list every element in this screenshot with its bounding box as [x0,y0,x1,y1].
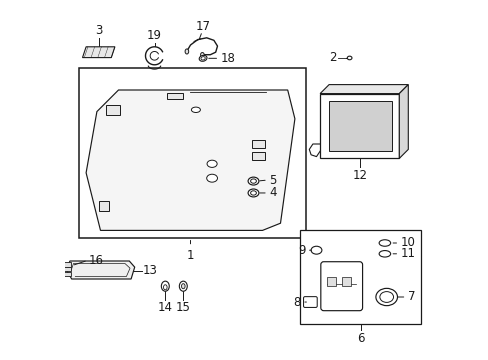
Bar [300,230,420,324]
Ellipse shape [247,189,258,197]
Text: 14: 14 [158,301,172,314]
Text: 18: 18 [220,52,235,65]
Text: 1: 1 [186,249,194,262]
FancyBboxPatch shape [303,297,317,307]
Ellipse shape [181,284,185,289]
Bar [320,94,399,158]
Ellipse shape [206,160,217,167]
Text: 3: 3 [95,24,102,37]
Text: 6: 6 [356,332,364,345]
Bar [99,201,109,211]
Text: 8: 8 [293,296,301,309]
Ellipse shape [310,246,321,254]
Bar [251,152,265,160]
Ellipse shape [250,191,256,195]
Text: 4: 4 [268,186,276,199]
Text: 13: 13 [142,264,158,277]
Bar [326,277,336,286]
Ellipse shape [247,177,258,185]
Text: 10: 10 [400,237,414,249]
Ellipse shape [179,281,187,291]
Ellipse shape [378,240,390,246]
Polygon shape [320,85,407,94]
Ellipse shape [378,251,390,257]
Ellipse shape [250,179,256,183]
Ellipse shape [163,285,167,290]
Ellipse shape [206,174,217,182]
Text: 7: 7 [407,291,414,303]
Bar [62,272,70,276]
Text: 12: 12 [351,169,366,182]
Bar [62,262,70,267]
Bar [79,68,305,238]
Text: 11: 11 [400,247,414,260]
Text: 19: 19 [147,30,162,42]
Ellipse shape [191,107,200,113]
Text: 2: 2 [329,51,336,64]
Bar [341,277,350,286]
Bar [328,101,391,151]
Text: 5: 5 [268,174,276,186]
Ellipse shape [185,49,188,54]
Text: 16: 16 [89,254,104,267]
Bar [62,267,70,271]
Bar [167,93,183,99]
FancyBboxPatch shape [320,262,362,311]
Ellipse shape [161,281,169,291]
Bar [106,105,120,115]
Ellipse shape [346,56,351,60]
Ellipse shape [379,292,393,302]
Ellipse shape [200,53,204,57]
Polygon shape [66,261,134,279]
Ellipse shape [375,288,397,306]
Polygon shape [86,90,294,230]
Text: 9: 9 [298,244,305,257]
Ellipse shape [199,55,206,61]
Text: 17: 17 [195,20,210,33]
Polygon shape [82,47,115,58]
Bar [251,140,265,148]
Text: 15: 15 [176,301,190,314]
Polygon shape [399,85,407,158]
Ellipse shape [201,57,205,60]
